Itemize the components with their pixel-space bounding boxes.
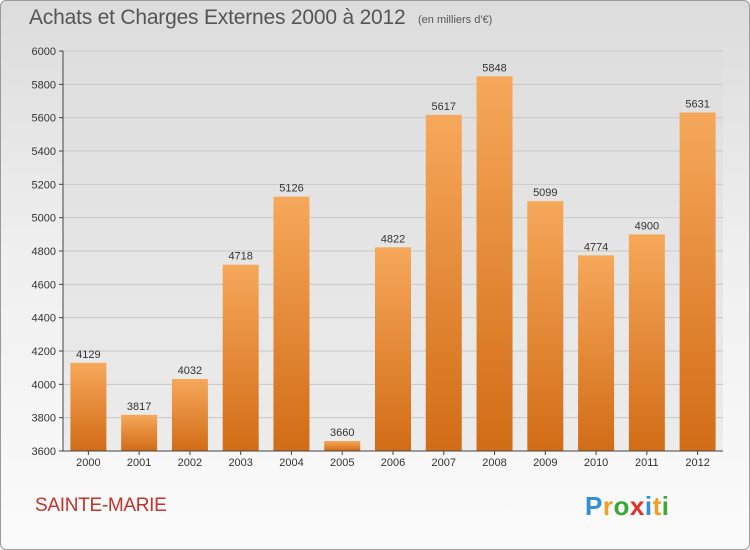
bar-2005 xyxy=(324,441,361,451)
x-tick-label-2000: 2000 xyxy=(76,457,100,469)
y-tick-label: 3800 xyxy=(32,413,56,425)
data-label-2004: 5126 xyxy=(279,183,303,195)
bar-2009 xyxy=(527,201,564,451)
data-label-2006: 4822 xyxy=(381,233,405,245)
bar-2010 xyxy=(578,255,615,451)
data-label-2007: 5617 xyxy=(432,101,456,113)
bar-2008 xyxy=(476,76,513,451)
data-label-2012: 5631 xyxy=(685,99,709,111)
x-tick-label-2007: 2007 xyxy=(432,457,456,469)
y-tick-label: 4800 xyxy=(32,246,56,258)
data-label-2005: 3660 xyxy=(330,427,354,439)
x-tick-label-2002: 2002 xyxy=(178,457,202,469)
data-label-2001: 3817 xyxy=(127,401,151,413)
x-tick-label-2011: 2011 xyxy=(635,457,659,469)
axes: 3600 3800 4000 4200 4400 4600 4800 5000 5200 5400… xyxy=(32,46,723,469)
bar-2012 xyxy=(679,112,716,451)
logo-letter: i xyxy=(644,491,653,521)
logo-letter: P xyxy=(585,491,603,521)
bar-2007 xyxy=(425,114,462,451)
logo-letter: r xyxy=(602,491,614,521)
bars xyxy=(70,76,716,451)
y-tick-label: 4000 xyxy=(32,379,56,391)
x-tick-label-2003: 2003 xyxy=(228,457,252,469)
x-tick-label-2010: 2010 xyxy=(584,457,608,469)
bar-2004 xyxy=(273,196,310,451)
logo-letter: o xyxy=(613,491,630,521)
city-name: SAINTE-MARIE xyxy=(35,495,167,516)
data-label-2000: 4129 xyxy=(76,349,100,361)
proxiti-logo[interactable]: Proxiti xyxy=(585,491,669,522)
y-tick-label: 4400 xyxy=(32,313,56,325)
bar-2003 xyxy=(222,264,259,451)
x-tick-label-2012: 2012 xyxy=(685,457,709,469)
logo-letter: i xyxy=(661,491,670,521)
bar-2011 xyxy=(628,234,665,451)
bar-2000 xyxy=(70,362,107,451)
y-tick-label: 5000 xyxy=(32,213,56,225)
data-label-2003: 4718 xyxy=(228,251,252,263)
data-label-2009: 5099 xyxy=(533,187,557,199)
data-labels: 4129 3817 4032 4718 5126 3660 4822 5617 5848 5099… xyxy=(76,62,710,439)
bar-2006 xyxy=(375,247,411,451)
logo-letter: x xyxy=(629,491,645,521)
data-label-2011: 4900 xyxy=(635,220,659,232)
y-tick-label: 3600 xyxy=(32,446,56,458)
data-label-2008: 5848 xyxy=(482,62,506,74)
chart-title: Achats et Charges Externes 2000 à 2012 xyxy=(29,6,406,29)
x-tick-label-2001: 2001 xyxy=(127,457,151,469)
x-tick-label-2006: 2006 xyxy=(381,457,405,469)
bar-2002 xyxy=(171,379,208,451)
x-tick-label-2009: 2009 xyxy=(533,457,557,469)
y-tick-label: 5200 xyxy=(32,179,56,191)
bar-2001 xyxy=(121,414,158,451)
y-tick-label: 5400 xyxy=(32,146,56,158)
logo-letter: t xyxy=(652,491,662,521)
x-tick-label-2008: 2008 xyxy=(482,457,506,469)
y-tick-label: 5600 xyxy=(32,113,56,125)
y-tick-label: 4200 xyxy=(32,346,56,358)
y-tick-label: 4600 xyxy=(32,279,56,291)
y-tick-label: 6000 xyxy=(32,46,56,58)
y-tick-label: 5800 xyxy=(32,79,56,91)
data-label-2002: 4032 xyxy=(178,365,202,377)
chart-subtitle: (en milliers d'€) xyxy=(418,14,493,26)
x-tick-label-2005: 2005 xyxy=(330,457,354,469)
data-label-2010: 4774 xyxy=(584,241,608,253)
x-tick-label-2004: 2004 xyxy=(279,457,303,469)
